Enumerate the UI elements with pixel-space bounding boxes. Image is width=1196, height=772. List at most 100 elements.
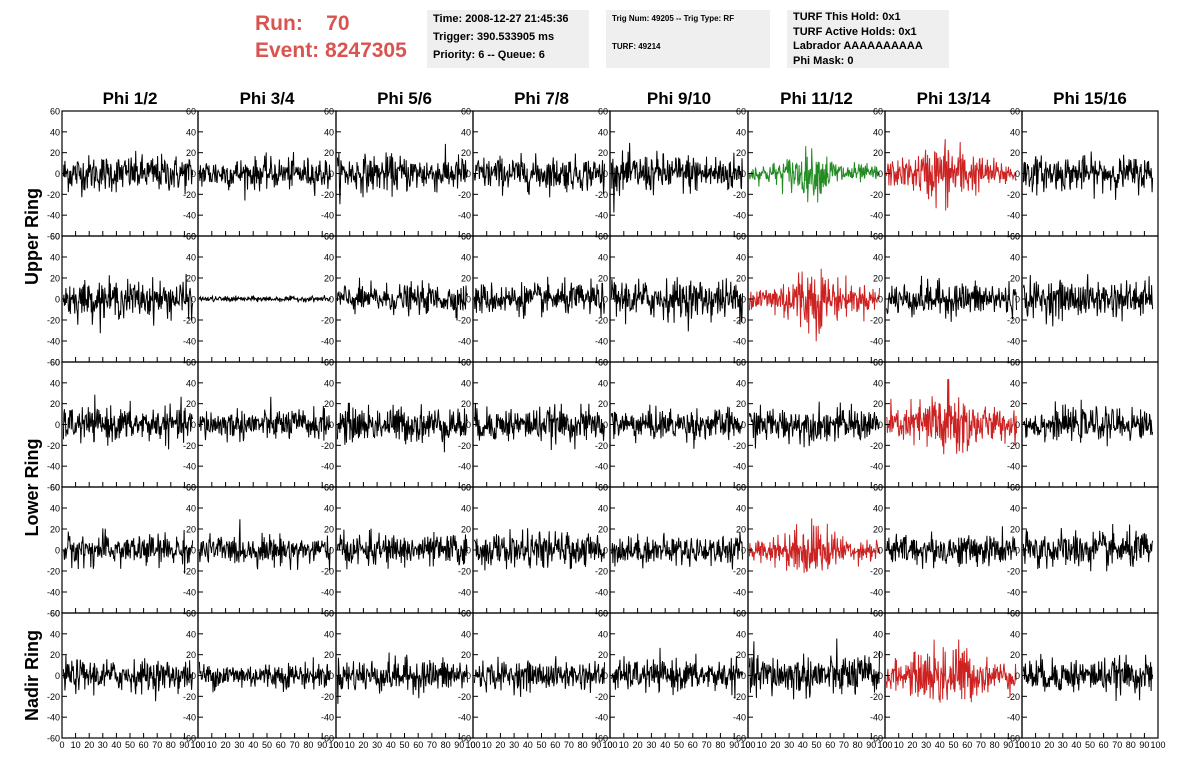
y-tick-label: 0 xyxy=(191,671,196,681)
x-tick-label: 0 xyxy=(745,740,750,750)
y-tick-label: 20 xyxy=(186,274,196,284)
x-tick-label: 50 xyxy=(536,740,546,750)
x-tick-label: 20 xyxy=(770,740,780,750)
x-tick-label: 0 xyxy=(59,740,64,750)
row-label-2: Lower Ring xyxy=(22,439,42,537)
y-tick-label: -40 xyxy=(595,211,608,221)
y-tick-label: 60 xyxy=(324,483,334,493)
y-tick-label: 60 xyxy=(598,483,608,493)
x-tick-label: 60 xyxy=(413,740,423,750)
y-tick-label: -20 xyxy=(870,692,883,702)
waveform-trace xyxy=(336,528,468,570)
x-tick-label: 80 xyxy=(441,740,451,750)
y-tick-label: -40 xyxy=(47,211,60,221)
y-tick-label: 0 xyxy=(191,420,196,430)
x-tick-label: 0 xyxy=(607,740,612,750)
y-tick-label: 20 xyxy=(873,650,883,660)
y-tick-label: 60 xyxy=(186,107,196,117)
waveform-trace xyxy=(336,277,468,321)
y-tick-label: 40 xyxy=(324,378,334,388)
y-tick-label: -20 xyxy=(458,441,471,451)
y-tick-label: -20 xyxy=(321,567,334,577)
x-tick-label: 40 xyxy=(111,740,121,750)
y-tick-label: 40 xyxy=(598,504,608,514)
x-tick-label: 50 xyxy=(1085,740,1095,750)
x-tick-label: 20 xyxy=(907,740,917,750)
column-header-4: Phi 7/8 xyxy=(514,89,569,108)
y-tick-label: 40 xyxy=(461,253,471,263)
x-tick-label: 20 xyxy=(221,740,231,750)
trigger-text: Trigger: 390.533905 ms xyxy=(433,31,555,43)
y-tick-label: 20 xyxy=(1010,650,1020,660)
x-tick-label: 40 xyxy=(523,740,533,750)
y-tick-label: -40 xyxy=(595,713,608,723)
time-info-box: Time: 2008-12-27 21:45:36 Trigger: 390.5… xyxy=(427,10,589,68)
y-tick-label: 40 xyxy=(873,127,883,137)
y-tick-label: 40 xyxy=(461,629,471,639)
x-tick-label: 10 xyxy=(482,740,492,750)
y-tick-label: -20 xyxy=(47,441,60,451)
y-tick-label: -40 xyxy=(1007,713,1020,723)
labrador-text: Labrador AAAAAAAAAA xyxy=(793,40,923,52)
column-header-1: Phi 1/2 xyxy=(103,89,158,108)
y-tick-label: 20 xyxy=(186,399,196,409)
y-tick-label: 40 xyxy=(461,127,471,137)
panel-frame xyxy=(61,612,199,739)
y-tick-label: -20 xyxy=(458,316,471,326)
y-tick-label: 60 xyxy=(873,358,883,368)
x-tick-label: 20 xyxy=(84,740,94,750)
x-tick-label: 100 xyxy=(465,740,480,750)
y-tick-label: 20 xyxy=(461,399,471,409)
y-tick-label: 20 xyxy=(598,650,608,660)
waveform-trace xyxy=(473,276,605,319)
x-tick-label: 100 xyxy=(1014,740,1029,750)
waveform-trace xyxy=(748,146,880,203)
y-tick-label: 0 xyxy=(878,169,883,179)
x-tick-label: 30 xyxy=(98,740,108,750)
y-tick-label: 0 xyxy=(603,420,608,430)
x-tick-label: 60 xyxy=(139,740,149,750)
y-tick-label: 60 xyxy=(50,483,60,493)
y-tick-label: 40 xyxy=(50,378,60,388)
y-tick-label: -20 xyxy=(595,441,608,451)
y-tick-label: 40 xyxy=(1010,504,1020,514)
y-tick-label: -20 xyxy=(733,567,746,577)
y-tick-label: -40 xyxy=(47,462,60,472)
y-tick-label: -40 xyxy=(458,211,471,221)
y-tick-label: 0 xyxy=(329,295,334,305)
y-tick-label: 0 xyxy=(55,546,60,556)
y-tick-label: 20 xyxy=(50,148,60,158)
turf-active-holds-text: TURF Active Holds: 0x1 xyxy=(793,25,917,38)
y-tick-label: -60 xyxy=(1007,734,1020,744)
y-tick-label: 60 xyxy=(50,609,60,619)
y-tick-label: -40 xyxy=(183,337,196,347)
waveform-trace xyxy=(62,528,194,574)
y-tick-label: 20 xyxy=(186,525,196,535)
x-tick-label: 90 xyxy=(591,740,601,750)
column-header-3: Phi 5/6 xyxy=(377,89,432,108)
x-tick-label: 60 xyxy=(688,740,698,750)
waveform-trace xyxy=(336,402,468,453)
y-tick-label: -60 xyxy=(733,734,746,744)
waveform-trace xyxy=(1022,151,1154,200)
y-tick-label: 40 xyxy=(598,378,608,388)
y-tick-label: -20 xyxy=(183,190,196,200)
column-header-7: Phi 13/14 xyxy=(917,89,991,108)
y-tick-label: 60 xyxy=(1010,358,1020,368)
y-tick-label: 60 xyxy=(1010,232,1020,242)
y-tick-label: -20 xyxy=(47,190,60,200)
y-tick-label: 0 xyxy=(603,295,608,305)
run-row: Run: 70 xyxy=(255,10,407,37)
y-tick-label: -20 xyxy=(47,692,60,702)
y-tick-label: 0 xyxy=(466,546,471,556)
x-tick-label: 40 xyxy=(248,740,258,750)
y-tick-label: 20 xyxy=(598,399,608,409)
y-tick-label: 40 xyxy=(186,378,196,388)
y-tick-label: 20 xyxy=(324,399,334,409)
y-tick-label: 60 xyxy=(873,483,883,493)
y-tick-label: 60 xyxy=(1010,483,1020,493)
y-tick-label: -40 xyxy=(733,337,746,347)
x-tick-label: 90 xyxy=(729,740,739,750)
y-tick-label: 0 xyxy=(1015,295,1020,305)
y-tick-label: 20 xyxy=(461,525,471,535)
